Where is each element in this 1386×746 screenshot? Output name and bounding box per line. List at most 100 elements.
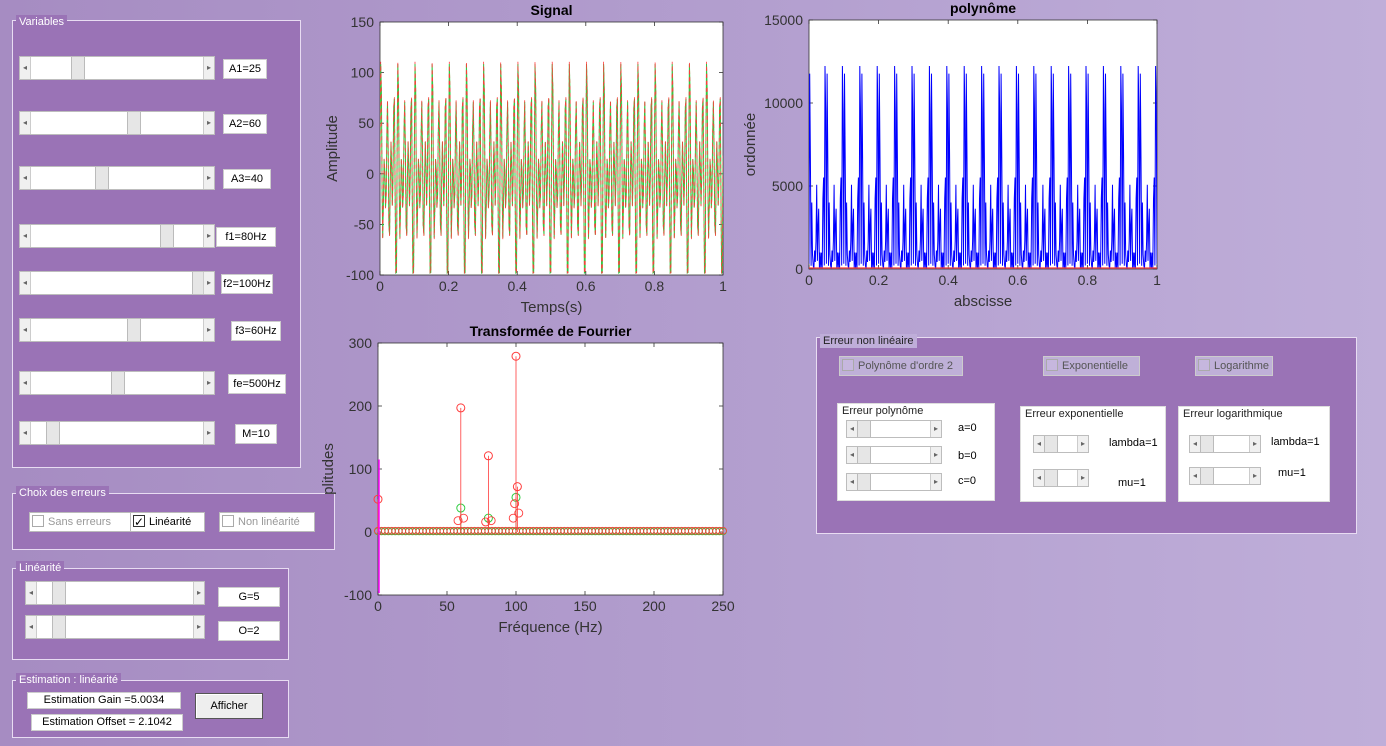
fft-point-red: [657, 526, 665, 535]
arrow-right-icon[interactable]: ▸: [930, 474, 941, 490]
arrow-right-icon[interactable]: ▸: [193, 616, 204, 638]
arrow-left-icon[interactable]: ◂: [20, 167, 31, 189]
fft-point-green: [377, 527, 386, 536]
arrow-right-icon[interactable]: ▸: [203, 57, 214, 79]
fft-point-red: [374, 526, 382, 535]
fe-slider[interactable]: ◂ ▸: [19, 371, 215, 395]
a1-value: A1=25: [223, 59, 267, 79]
fft-point-red: [667, 526, 676, 535]
fft-point-red: [422, 526, 431, 535]
slider-thumb[interactable]: [111, 372, 125, 394]
x-axis-label: abscisse: [954, 293, 1012, 310]
f3-slider[interactable]: ◂ ▸: [19, 318, 215, 342]
fft-point-red: [560, 526, 569, 535]
arrow-left-icon[interactable]: ◂: [20, 319, 31, 341]
arrow-right-icon[interactable]: ▸: [1077, 470, 1088, 486]
fft-point-green: [532, 527, 541, 536]
fft-point-red: [456, 526, 465, 535]
arrow-right-icon[interactable]: ▸: [203, 272, 214, 294]
slider-thumb[interactable]: [94, 167, 109, 189]
slider-thumb[interactable]: [46, 422, 61, 444]
arrow-right-icon[interactable]: ▸: [193, 582, 204, 604]
arrow-left-icon[interactable]: ◂: [26, 582, 37, 604]
fft-point-green: [636, 527, 645, 536]
exponentielle-checkbox[interactable]: Exponentielle: [1043, 356, 1140, 376]
offset-slider[interactable]: ◂ ▸: [25, 615, 205, 639]
slider-thumb[interactable]: [159, 225, 174, 247]
c-slider[interactable]: ◂ ▸: [846, 473, 942, 491]
slider-thumb[interactable]: [52, 616, 66, 638]
fft-point-red: [470, 526, 479, 535]
lambda-log-label: lambda=1: [1271, 436, 1320, 448]
fft-point-red: [622, 526, 631, 535]
arrow-left-icon[interactable]: ◂: [20, 112, 31, 134]
arrow-left-icon[interactable]: ◂: [20, 272, 31, 294]
arrow-right-icon[interactable]: ▸: [203, 167, 214, 189]
fft-point-red: [677, 526, 686, 535]
fft-point-green: [449, 527, 458, 536]
slider-thumb[interactable]: [1044, 470, 1058, 486]
arrow-right-icon[interactable]: ▸: [930, 421, 941, 437]
arrow-right-icon[interactable]: ▸: [203, 422, 214, 444]
mu-exp-slider[interactable]: ◂ ▸: [1033, 469, 1089, 487]
arrow-left-icon[interactable]: ◂: [20, 422, 31, 444]
mu-log-slider[interactable]: ◂ ▸: [1189, 467, 1261, 485]
fft-point-green: [505, 527, 514, 536]
fft-peak-red: [511, 351, 521, 361]
slider-thumb[interactable]: [127, 319, 142, 341]
slider-thumb[interactable]: [52, 582, 66, 604]
a2-slider[interactable]: ◂ ▸: [19, 111, 215, 135]
fft-point-green: [529, 527, 538, 536]
linearite-checkbox[interactable]: Linéarité: [130, 512, 205, 532]
arrow-left-icon[interactable]: ◂: [20, 372, 31, 394]
slider-thumb[interactable]: [1200, 468, 1214, 484]
fft-point-red: [612, 526, 620, 535]
x-axis-label: Temps(s): [521, 299, 583, 316]
fft-point-red: [519, 526, 527, 535]
arrow-right-icon[interactable]: ▸: [1077, 436, 1088, 452]
fft-peak-green: [511, 492, 521, 502]
arrow-left-icon[interactable]: ◂: [20, 225, 31, 247]
arrow-left-icon[interactable]: ◂: [26, 616, 37, 638]
fft-point-red: [636, 526, 645, 535]
lambda-exp-slider[interactable]: ◂ ▸: [1033, 435, 1089, 453]
slider-thumb[interactable]: [70, 57, 85, 79]
slider-thumb[interactable]: [1044, 436, 1058, 452]
slider-thumb[interactable]: [857, 474, 871, 490]
arrow-right-icon[interactable]: ▸: [1249, 468, 1260, 484]
polynome-checkbox[interactable]: Polynôme d'ordre 2: [839, 356, 963, 376]
fft-point-green: [439, 527, 448, 536]
fft-point-green: [646, 527, 655, 536]
afficher-button[interactable]: Afficher: [195, 693, 263, 719]
arrow-right-icon[interactable]: ▸: [203, 225, 214, 247]
arrow-right-icon[interactable]: ▸: [930, 447, 941, 463]
fft-point-red: [712, 526, 720, 535]
fft-point-red: [581, 526, 589, 535]
f1-slider[interactable]: ◂ ▸: [19, 224, 215, 248]
arrow-right-icon[interactable]: ▸: [203, 372, 214, 394]
arrow-right-icon[interactable]: ▸: [203, 319, 214, 341]
gain-slider[interactable]: ◂ ▸: [25, 581, 205, 605]
slider-thumb[interactable]: [857, 421, 871, 437]
x-tick-label: 50: [439, 598, 455, 614]
lambda-log-slider[interactable]: ◂ ▸: [1189, 435, 1261, 453]
slider-thumb[interactable]: [857, 447, 871, 463]
non-linearite-checkbox[interactable]: Non linéarité: [219, 512, 315, 532]
fft-point-green: [415, 527, 424, 536]
slider-thumb[interactable]: [127, 112, 142, 134]
a3-slider[interactable]: ◂ ▸: [19, 166, 215, 190]
f2-slider[interactable]: ◂ ▸: [19, 271, 215, 295]
a-slider[interactable]: ◂ ▸: [846, 420, 942, 438]
m-slider[interactable]: ◂ ▸: [19, 421, 215, 445]
b-slider[interactable]: ◂ ▸: [846, 446, 942, 464]
sans-erreurs-checkbox[interactable]: Sans erreurs: [29, 512, 134, 532]
fft-point-green: [594, 527, 603, 536]
fft-point-green: [653, 527, 662, 536]
arrow-right-icon[interactable]: ▸: [203, 112, 214, 134]
a1-slider[interactable]: ◂ ▸: [19, 56, 215, 80]
slider-thumb[interactable]: [1200, 436, 1214, 452]
logarithme-checkbox[interactable]: Logarithme: [1195, 356, 1273, 376]
arrow-right-icon[interactable]: ▸: [1249, 436, 1260, 452]
fft-point-green: [515, 527, 524, 536]
arrow-left-icon[interactable]: ◂: [20, 57, 31, 79]
